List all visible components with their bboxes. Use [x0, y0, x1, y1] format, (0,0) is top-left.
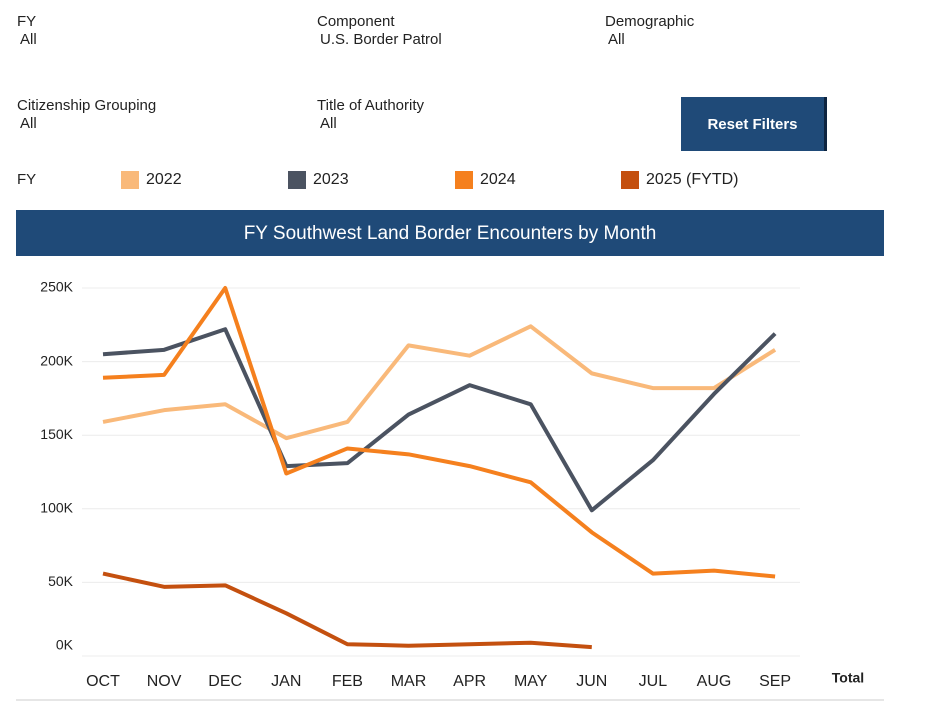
- x-tick-label: OCT: [86, 673, 120, 690]
- series-line: [102, 286, 776, 579]
- y-tick-label: 250K: [40, 279, 73, 295]
- filter[interactable]: Citizenship Grouping All: [17, 97, 156, 133]
- legend-swatch: [455, 171, 473, 189]
- series-line: [102, 327, 777, 513]
- x-tick-label: APR: [453, 673, 486, 690]
- filter[interactable]: Component U.S. Border Patrol: [317, 13, 442, 49]
- legend-label: 2025 (FYTD): [646, 171, 738, 188]
- filter-label: Demographic: [605, 13, 695, 30]
- series-line: [102, 324, 777, 441]
- filter[interactable]: Demographic All: [605, 13, 694, 49]
- filter-value: All: [20, 115, 37, 132]
- x-tick-label: SEP: [759, 673, 791, 690]
- legend-label: 2023: [313, 171, 349, 188]
- filter-value: All: [20, 31, 37, 48]
- y-tick-label: 150K: [40, 426, 73, 442]
- x-tick-label: JUN: [576, 673, 607, 690]
- x-tick-label: NOV: [147, 673, 182, 690]
- y-tick-label: 0K: [56, 637, 74, 653]
- filter[interactable]: Title of Authority All: [317, 97, 424, 133]
- reset-button[interactable]: Reset Filters: [681, 97, 827, 151]
- y-tick-label: 100K: [40, 500, 73, 516]
- filter-value: All: [320, 115, 337, 132]
- legend-swatch: [288, 171, 306, 189]
- total-header: Total: [832, 670, 864, 686]
- filter[interactable]: FY All: [17, 13, 37, 49]
- legend-swatch: [621, 171, 639, 189]
- x-tick-label: FEB: [332, 673, 363, 690]
- x-tick-label: MAR: [391, 673, 427, 690]
- series-line: [102, 571, 592, 650]
- x-tick-label: JAN: [271, 673, 301, 690]
- x-tick-label: DEC: [208, 673, 242, 690]
- y-tick-label: 50K: [48, 573, 74, 589]
- filter-label: Title of Authority: [317, 97, 424, 114]
- legend-label: 2024: [480, 171, 516, 188]
- filter-value: U.S. Border Patrol: [320, 31, 442, 48]
- chart-title: FY Southwest Land Border Encounters by M…: [244, 223, 657, 244]
- legend-label: 2022: [146, 171, 182, 188]
- filter-label: FY: [17, 13, 37, 30]
- y-tick-label: 200K: [40, 352, 73, 368]
- title-banner: [16, 210, 884, 256]
- filter-label: Component: [317, 13, 395, 30]
- legend-swatch: [121, 171, 139, 189]
- x-tick-label: AUG: [697, 673, 732, 690]
- x-tick-label: JUL: [639, 673, 668, 690]
- legend-title: FY: [17, 171, 36, 188]
- filter-label: Citizenship Grouping: [17, 97, 157, 114]
- filter-value: All: [608, 31, 625, 48]
- x-tick-label: MAY: [514, 673, 548, 690]
